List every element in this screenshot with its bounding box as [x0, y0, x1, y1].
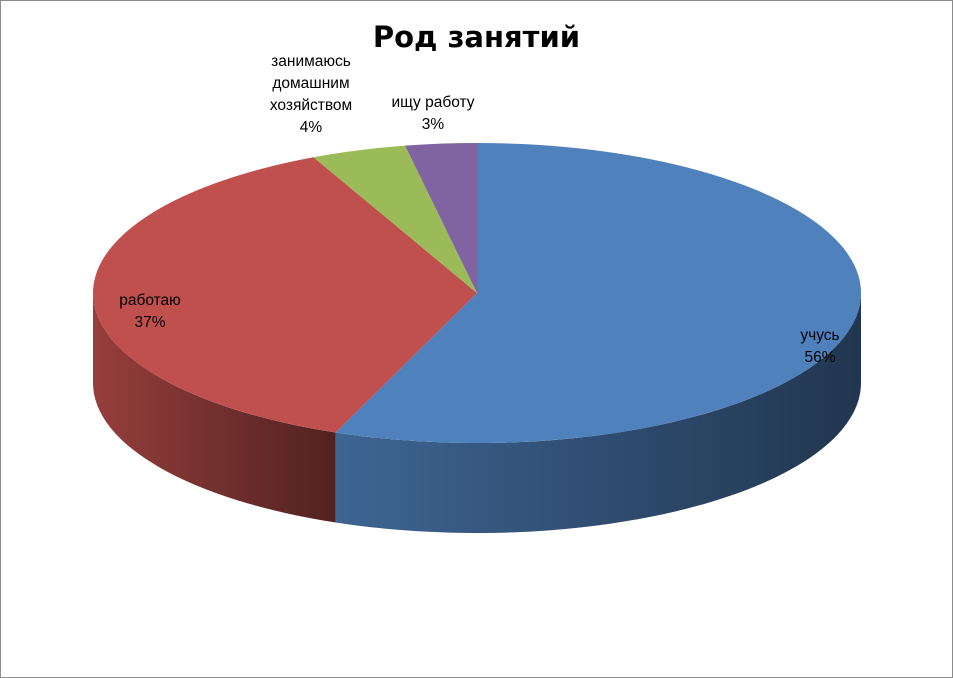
pie-slice-0	[335, 143, 862, 443]
chart-title: Род занятий	[372, 20, 581, 54]
slice-label-3: ищу работу 3%	[391, 94, 474, 133]
pie-slice-3	[405, 143, 477, 293]
slice-label-0: учусь 56%	[800, 327, 839, 366]
pie-slice-1	[92, 157, 477, 433]
slice-label-2: занимаюсь домашним хозяйством 4%	[270, 53, 352, 136]
pie-slice-2	[313, 145, 477, 293]
pie-side-1	[93, 293, 336, 523]
slice-label-1: работаю 37%	[119, 292, 181, 331]
pie-side-0	[335, 293, 862, 534]
